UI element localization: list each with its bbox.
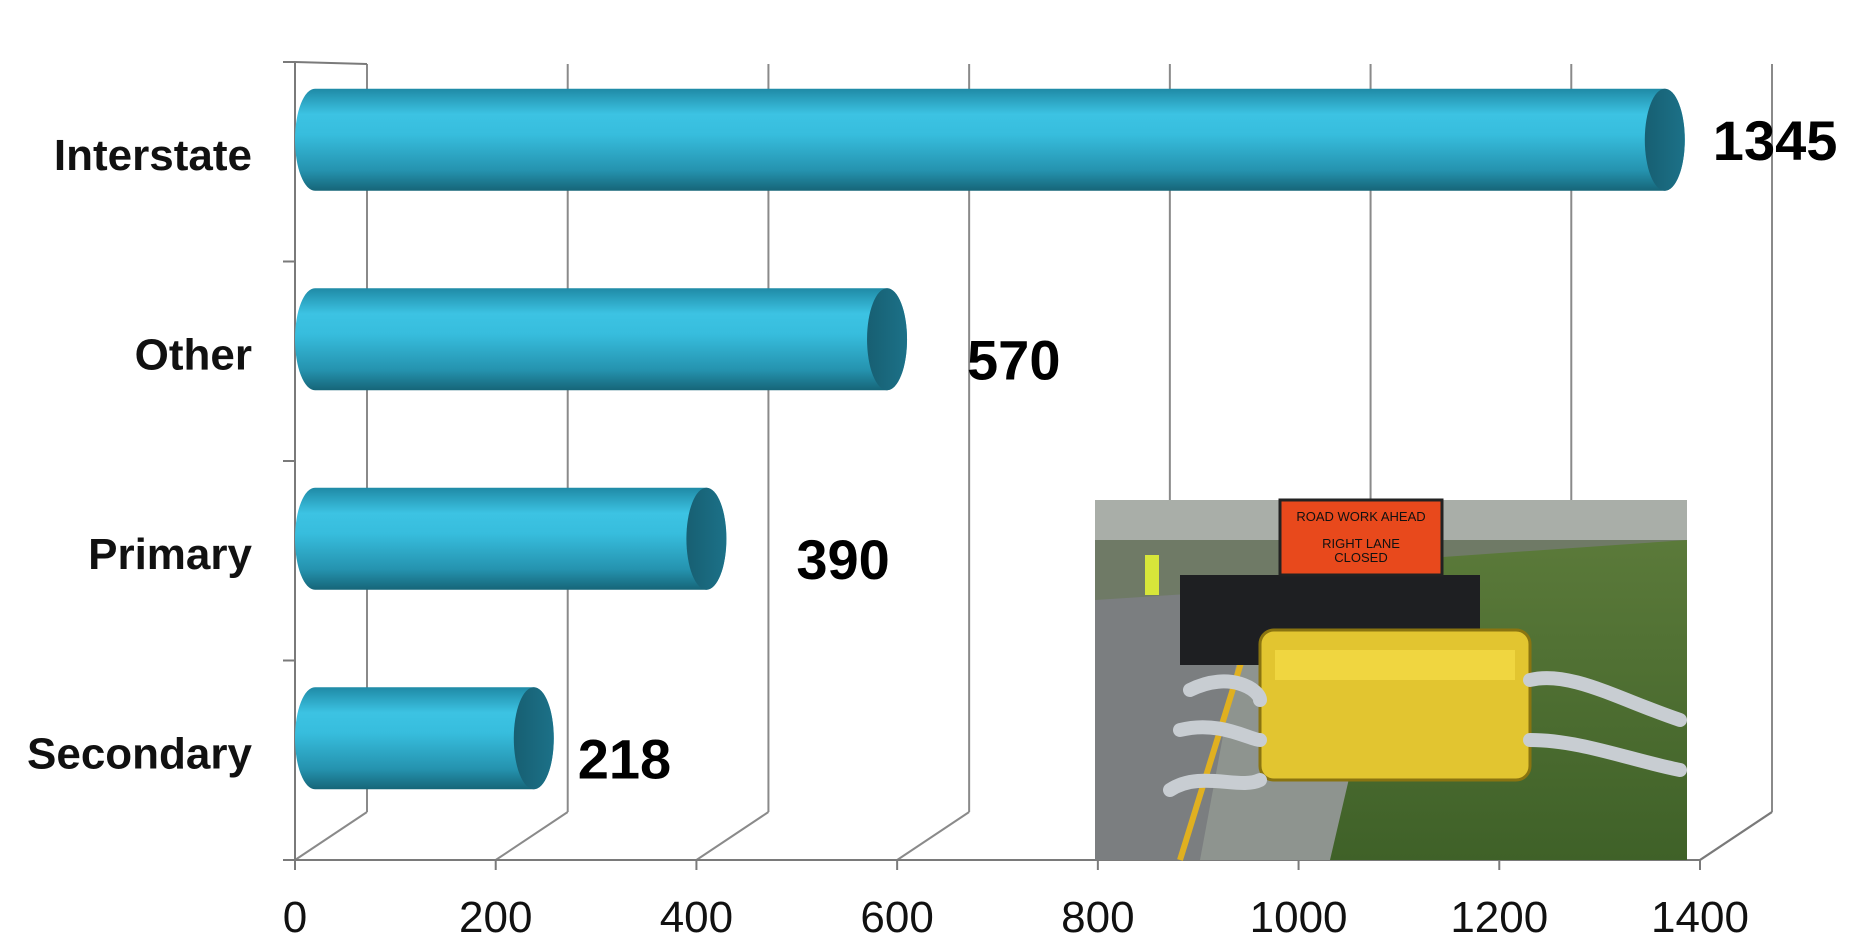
- labels-layer: 0 200 400 600 800 1000 1200 1400 Interstate 1345 O…: [27, 109, 1838, 942]
- bar: [295, 88, 1685, 191]
- category-label: Primary: [88, 530, 252, 579]
- category-label: Secondary: [27, 729, 253, 778]
- bar-cap: [686, 487, 727, 590]
- floor-gridline: [294, 811, 368, 861]
- road-work-sign: [1278, 498, 1444, 577]
- x-tick-label: 800: [1061, 893, 1134, 937]
- crushed-rails: [1163, 671, 1687, 797]
- crash-cushion-highlight: [1275, 650, 1515, 680]
- crash-photo-inset: ROAD WORK AHEAD RIGHT LANE CLOSED: [1095, 498, 1687, 861]
- x-tick-label: 600: [860, 893, 933, 937]
- floor-gridline: [495, 811, 569, 861]
- floor-gridline: [896, 811, 970, 861]
- bar-cap: [867, 288, 908, 391]
- data-label: 570: [967, 328, 1060, 391]
- bar: [295, 288, 908, 391]
- x-tick-label: 1000: [1250, 893, 1348, 937]
- sign-line-2: RIGHT LANE: [1322, 536, 1400, 551]
- bar: [295, 487, 727, 590]
- worker-figure: [1145, 555, 1159, 595]
- data-label: 390: [796, 528, 889, 591]
- x-tick-label: 0: [283, 893, 307, 937]
- category-label: Other: [135, 330, 252, 379]
- floor-gridline: [695, 811, 769, 861]
- bar-cap: [1644, 88, 1685, 191]
- bars-layer: [295, 88, 1685, 790]
- x-tick-label: 1200: [1450, 893, 1548, 937]
- bar-body: [295, 88, 1685, 191]
- data-label: 1345: [1713, 109, 1838, 172]
- category-label: Interstate: [54, 131, 252, 180]
- bar-body: [295, 288, 908, 391]
- sign-line-1: ROAD WORK AHEAD: [1296, 509, 1425, 524]
- x-tick-label: 200: [459, 893, 532, 937]
- data-label: 218: [578, 727, 671, 790]
- bar-body: [295, 487, 727, 590]
- bar: [295, 687, 554, 790]
- x-axis-depth: [1699, 811, 1773, 861]
- x-tick-label: 400: [660, 893, 733, 937]
- x-tick-label: 1400: [1651, 893, 1749, 937]
- bar-body: [295, 687, 554, 790]
- left-wall-top: [294, 61, 368, 65]
- bar-cap: [513, 687, 554, 790]
- sign-line-3: CLOSED: [1334, 550, 1387, 565]
